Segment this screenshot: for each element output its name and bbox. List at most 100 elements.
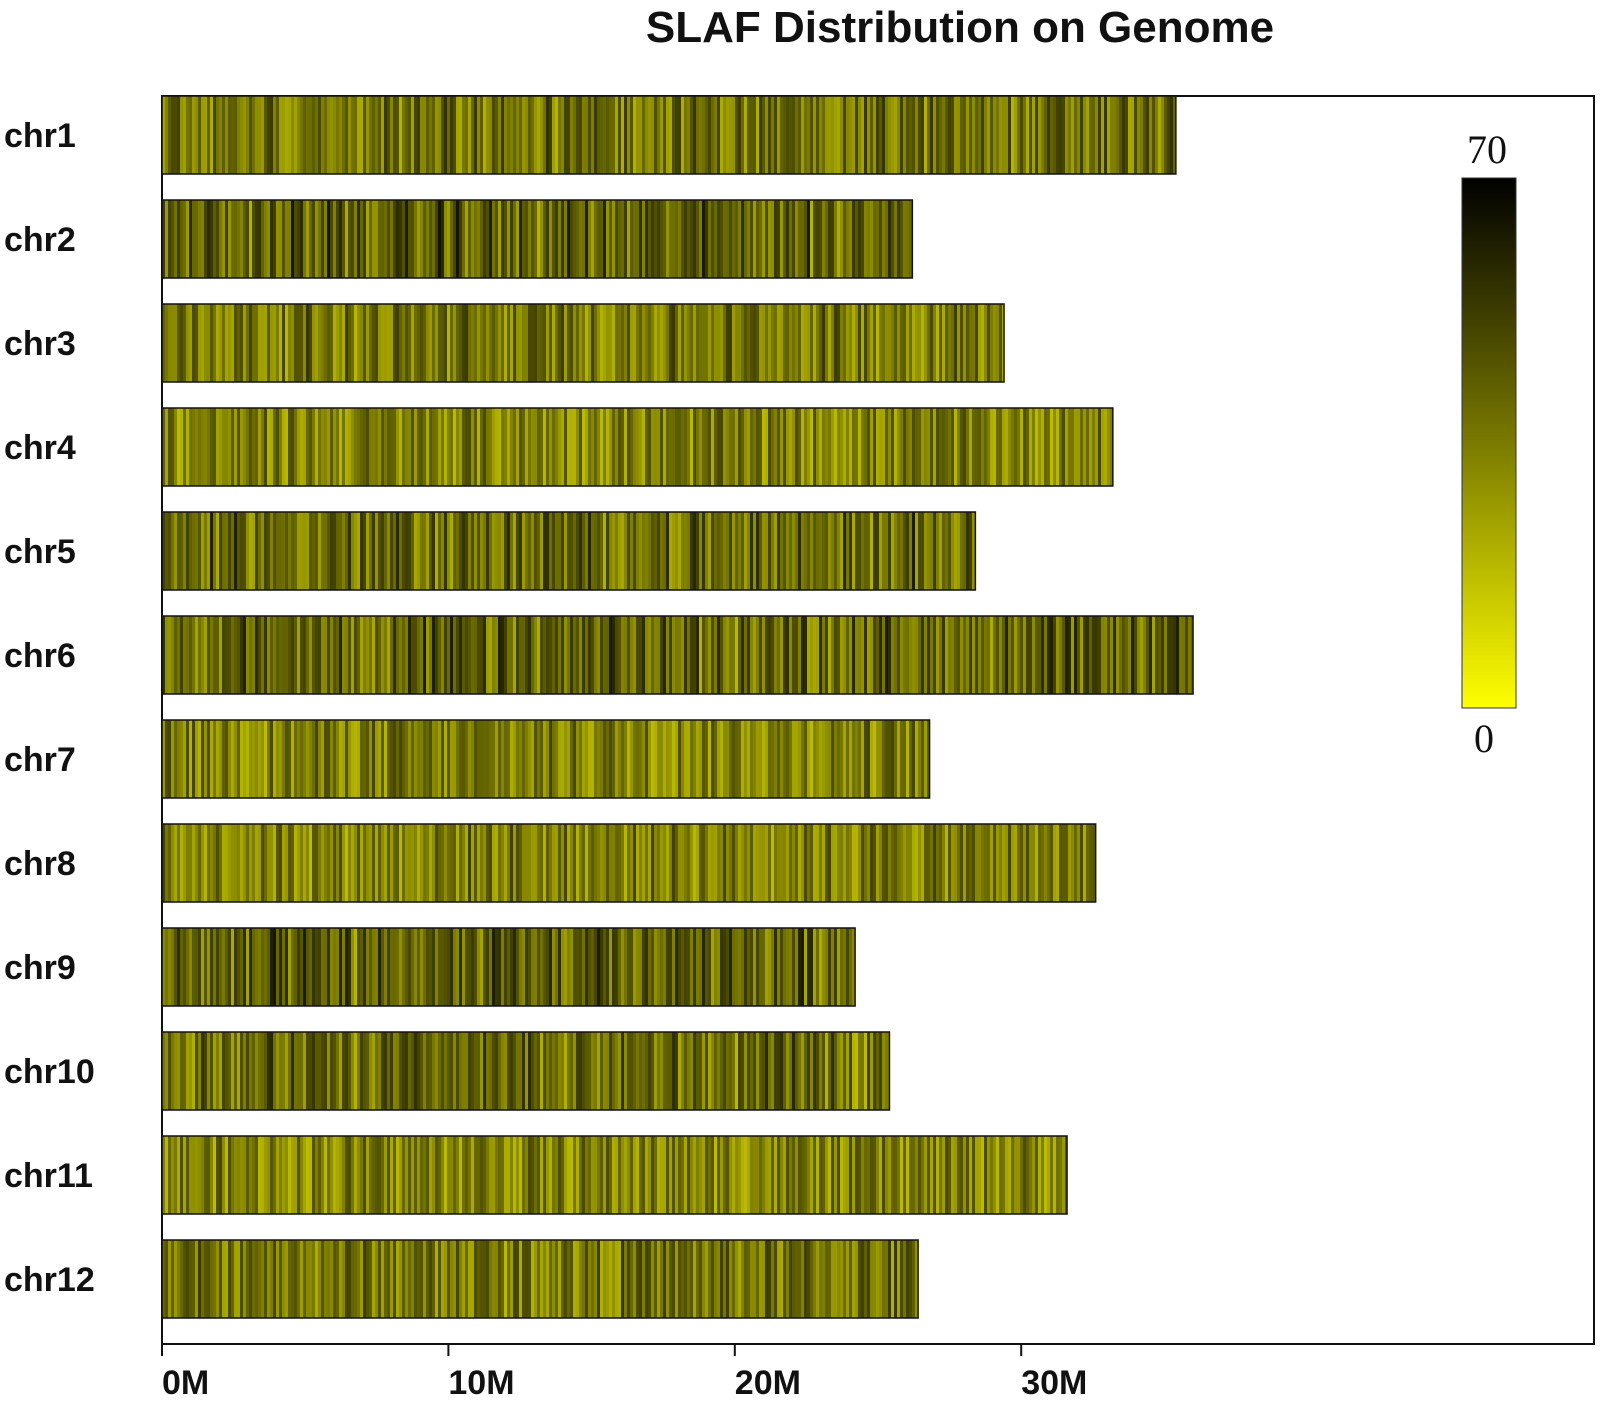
density-stripe <box>210 96 213 174</box>
density-stripe <box>819 408 822 486</box>
density-stripe <box>372 1240 375 1318</box>
density-stripe <box>729 616 732 694</box>
density-stripe <box>207 720 210 798</box>
density-stripe <box>417 928 420 1006</box>
density-stripe <box>504 928 507 1006</box>
density-stripe <box>777 1136 780 1214</box>
density-stripe <box>876 1240 879 1318</box>
density-stripe <box>345 1240 348 1318</box>
density-stripe <box>840 512 843 590</box>
density-stripe <box>366 96 369 174</box>
density-stripe <box>507 408 510 486</box>
density-stripe <box>231 1032 234 1110</box>
density-stripe <box>810 304 813 382</box>
density-stripe <box>240 1240 243 1318</box>
chromosome-label: chr7 <box>4 741 76 779</box>
density-stripe <box>741 200 744 278</box>
density-stripe <box>204 512 207 590</box>
density-stripe <box>174 824 177 902</box>
density-stripe <box>792 720 795 798</box>
density-stripe <box>315 1032 318 1110</box>
density-stripe <box>234 1240 237 1318</box>
density-stripe <box>225 200 228 278</box>
density-stripe <box>510 928 513 1006</box>
density-stripe <box>381 512 384 590</box>
density-stripe <box>597 200 600 278</box>
density-stripe <box>936 304 939 382</box>
density-stripe <box>183 304 186 382</box>
density-stripe <box>1146 616 1149 694</box>
density-stripe <box>660 1240 663 1318</box>
density-stripe <box>168 1032 171 1110</box>
density-stripe <box>879 824 882 902</box>
density-stripe <box>1017 96 1020 174</box>
density-stripe <box>252 824 255 902</box>
density-stripe <box>897 512 900 590</box>
density-stripe <box>1035 1136 1038 1214</box>
density-stripe <box>351 1240 354 1318</box>
density-stripe <box>195 616 198 694</box>
density-stripe <box>777 720 780 798</box>
density-stripe <box>894 408 897 486</box>
density-stripe <box>321 928 324 1006</box>
density-stripe <box>447 200 450 278</box>
density-stripe <box>336 408 339 486</box>
density-stripe <box>930 96 933 174</box>
density-stripe <box>336 928 339 1006</box>
density-stripe <box>594 96 597 174</box>
density-stripe <box>303 824 306 902</box>
density-stripe <box>369 1032 372 1110</box>
density-stripe <box>813 1136 816 1214</box>
density-stripe <box>465 1136 468 1214</box>
density-stripe <box>684 1136 687 1214</box>
density-stripe <box>783 824 786 902</box>
density-stripe <box>243 304 246 382</box>
density-stripe <box>288 1136 291 1214</box>
density-stripe <box>306 512 309 590</box>
density-stripe <box>186 200 189 278</box>
density-stripe <box>1062 824 1065 902</box>
density-stripe <box>438 824 441 902</box>
density-stripe <box>651 200 654 278</box>
density-stripe <box>207 824 210 902</box>
density-stripe <box>183 616 186 694</box>
density-stripe <box>819 1032 822 1110</box>
density-stripe <box>888 96 891 174</box>
density-stripe <box>177 1032 180 1110</box>
density-stripe <box>492 304 495 382</box>
density-stripe <box>429 1136 432 1214</box>
density-stripe <box>258 408 261 486</box>
density-stripe <box>450 200 453 278</box>
density-stripe <box>822 408 825 486</box>
density-stripe <box>681 1240 684 1318</box>
density-stripe <box>552 408 555 486</box>
density-stripe <box>624 200 627 278</box>
density-stripe <box>672 616 675 694</box>
density-stripe <box>747 1240 750 1318</box>
density-stripe <box>183 720 186 798</box>
density-stripe <box>666 1136 669 1214</box>
density-stripe <box>1065 96 1068 174</box>
density-stripe <box>846 512 849 590</box>
density-stripe <box>345 720 348 798</box>
density-stripe <box>570 408 573 486</box>
density-stripe <box>183 928 186 1006</box>
density-stripe <box>450 824 453 902</box>
density-stripe <box>963 408 966 486</box>
density-stripe <box>696 1240 699 1318</box>
density-stripe <box>792 512 795 590</box>
density-stripe <box>405 304 408 382</box>
density-stripe <box>453 1240 456 1318</box>
density-stripe <box>543 1032 546 1110</box>
density-stripe <box>558 1032 561 1110</box>
density-stripe <box>237 1032 240 1110</box>
density-stripe <box>624 304 627 382</box>
density-stripe <box>735 720 738 798</box>
density-stripe <box>1041 824 1044 902</box>
density-stripe <box>987 824 990 902</box>
density-stripe <box>666 720 669 798</box>
density-stripe <box>354 1136 357 1214</box>
density-stripe <box>252 1136 255 1214</box>
density-stripe <box>507 928 510 1006</box>
density-stripe <box>783 616 786 694</box>
